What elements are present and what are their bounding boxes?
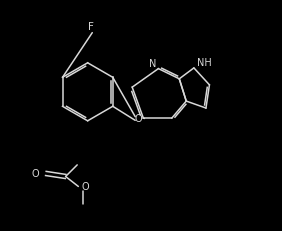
Text: O: O xyxy=(82,182,90,192)
Text: N: N xyxy=(149,59,157,69)
Text: NH: NH xyxy=(197,57,212,67)
Text: O: O xyxy=(32,169,39,179)
Text: F: F xyxy=(88,21,94,32)
Text: O: O xyxy=(135,114,142,124)
